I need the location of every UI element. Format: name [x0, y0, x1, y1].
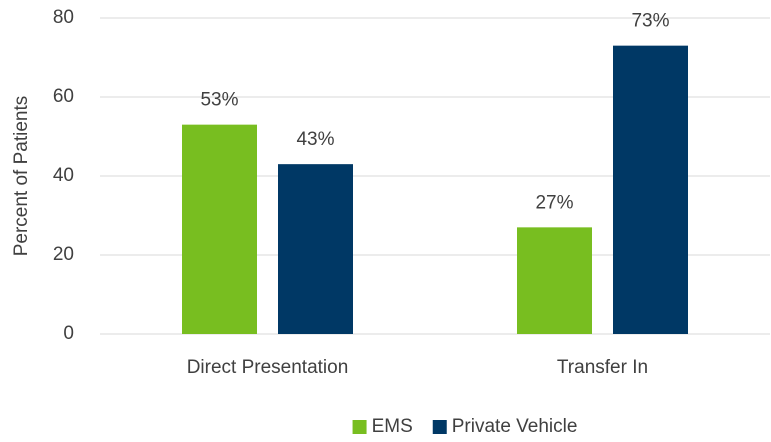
y-tick-label: 0	[63, 323, 74, 344]
y-tick-label: 20	[53, 244, 74, 265]
bar	[517, 227, 592, 334]
value-label: 73%	[631, 11, 669, 32]
y-axis-label: Percent of Patients	[11, 96, 32, 257]
legend-swatch	[432, 420, 447, 434]
legend: EMS Private Vehicle	[352, 416, 578, 437]
value-label: 27%	[535, 192, 573, 213]
value-label: 43%	[296, 129, 334, 150]
legend-swatch	[352, 420, 367, 434]
bar	[182, 124, 257, 335]
y-tick-label: 40	[53, 165, 74, 186]
legend-label: Private Vehicle	[452, 416, 578, 437]
x-tick-label: Transfer In	[557, 357, 648, 378]
x-tick-label: Direct Presentation	[187, 357, 349, 378]
bar	[613, 45, 688, 335]
legend-label: EMS	[372, 416, 413, 437]
value-label: 53%	[200, 90, 238, 111]
y-tick-label: 60	[53, 86, 74, 107]
bar	[278, 164, 353, 334]
y-tick-label: 80	[53, 7, 74, 28]
